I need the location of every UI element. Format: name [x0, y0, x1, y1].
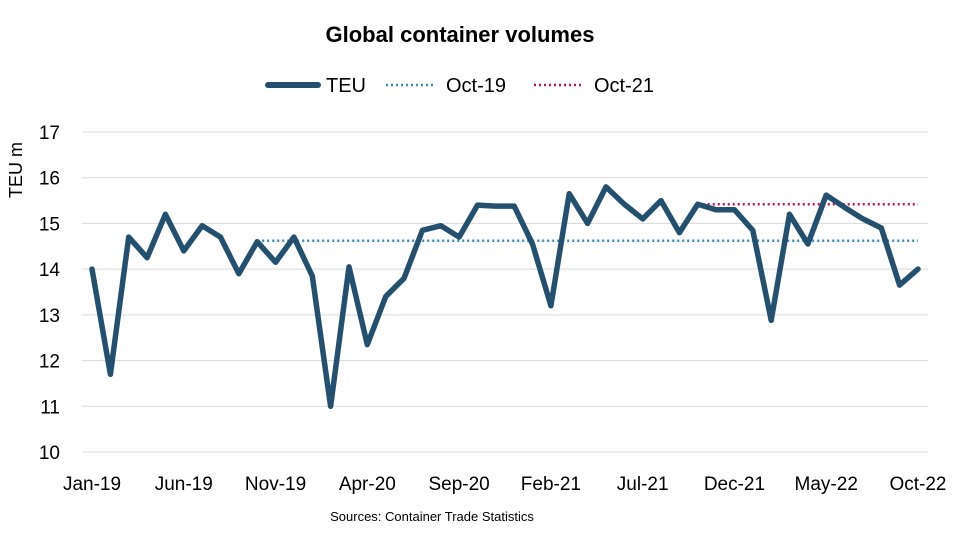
y-tick-label: 15	[39, 214, 60, 235]
x-tick-labels: Jan-19 Jun-19 Nov-19 Apr-20 Sep-20 Feb-21 Jul-…	[63, 474, 947, 495]
x-tick-label: Jun-19	[155, 474, 213, 495]
series-layer	[89, 184, 921, 410]
source-note: Sources: Container Trade Statistics	[330, 509, 534, 524]
y-tick-label: 10	[39, 443, 60, 464]
chart-title: Global container volumes	[326, 22, 595, 47]
x-tick-label: Jan-19	[63, 474, 121, 495]
x-tick-label: Feb-21	[521, 474, 581, 495]
y-tick-label: 14	[39, 260, 61, 281]
x-tick-label: Dec-21	[704, 474, 765, 495]
y-tick-labels: 10 11 12 13 14 15 16 17	[39, 123, 61, 464]
x-tick-label: Nov-19	[245, 474, 306, 495]
x-tick-label: Apr-20	[339, 474, 396, 495]
legend-label-teu: TEU	[326, 75, 366, 97]
y-tick-label: 11	[40, 397, 60, 418]
series-line-teu	[89, 184, 921, 410]
legend: TEU Oct-19 Oct-21	[265, 75, 654, 97]
gridlines	[82, 131, 928, 453]
x-tick-label: Jul-21	[617, 474, 669, 495]
x-tick-label: May-22	[795, 474, 858, 495]
legend-label-oct19: Oct-19	[446, 75, 506, 97]
y-tick-label: 13	[39, 306, 60, 327]
y-tick-label: 17	[39, 123, 60, 144]
legend-label-oct21: Oct-21	[594, 75, 654, 97]
x-tick-label: Oct-22	[889, 474, 946, 495]
y-axis-label: TEU m	[6, 142, 26, 198]
y-tick-label: 16	[39, 169, 60, 190]
x-tick-label: Sep-20	[428, 474, 489, 495]
y-tick-label: 12	[39, 352, 60, 373]
